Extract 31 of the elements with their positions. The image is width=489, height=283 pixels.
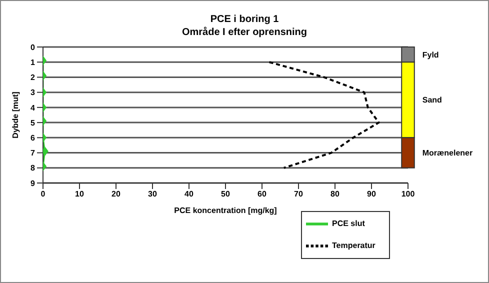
x-axis-title: PCE koncentration [mg/kg] bbox=[174, 206, 278, 215]
y-tick-label: 2 bbox=[30, 73, 36, 82]
x-tick-label: 30 bbox=[148, 190, 158, 199]
series-label: Sand bbox=[422, 96, 442, 105]
series-label: Fyld bbox=[422, 50, 439, 60]
x-tick-label: 90 bbox=[367, 190, 376, 199]
y-tick-label: 9 bbox=[30, 178, 36, 188]
y-tick-label: 3 bbox=[30, 88, 36, 98]
x-tick-label: 20 bbox=[112, 190, 121, 199]
y-tick-label: 1 bbox=[30, 58, 36, 67]
x-tick-label: 60 bbox=[258, 190, 267, 199]
legend-label: Temperatur bbox=[332, 241, 376, 250]
y-tick-label: 4 bbox=[30, 103, 36, 112]
y-axis-title: Dybde [mut] bbox=[10, 91, 20, 138]
chart-subtitle: Område I efter oprensning bbox=[180, 26, 308, 39]
y-tick-label: 0 bbox=[30, 42, 36, 52]
series-label: Morænelener bbox=[422, 148, 473, 158]
line-series bbox=[268, 61, 380, 169]
y-tick-label: 8 bbox=[30, 164, 36, 173]
chart-title: PCE i boring 1 bbox=[209, 13, 280, 26]
x-tick-label: 100 bbox=[401, 190, 416, 199]
legend-label: PCE slut bbox=[332, 219, 365, 228]
x-tick-label: 40 bbox=[184, 190, 194, 199]
x-tick-label: 80 bbox=[330, 190, 340, 199]
x-tick-label: 0 bbox=[40, 190, 46, 199]
y-tick-label: 5 bbox=[30, 118, 36, 128]
y-tick-label: 6 bbox=[30, 134, 36, 143]
x-tick-label: 70 bbox=[294, 190, 304, 199]
x-tick-label: 50 bbox=[221, 190, 230, 199]
y-tick-label: 7 bbox=[30, 148, 36, 158]
x-tick-label: 10 bbox=[75, 190, 84, 199]
